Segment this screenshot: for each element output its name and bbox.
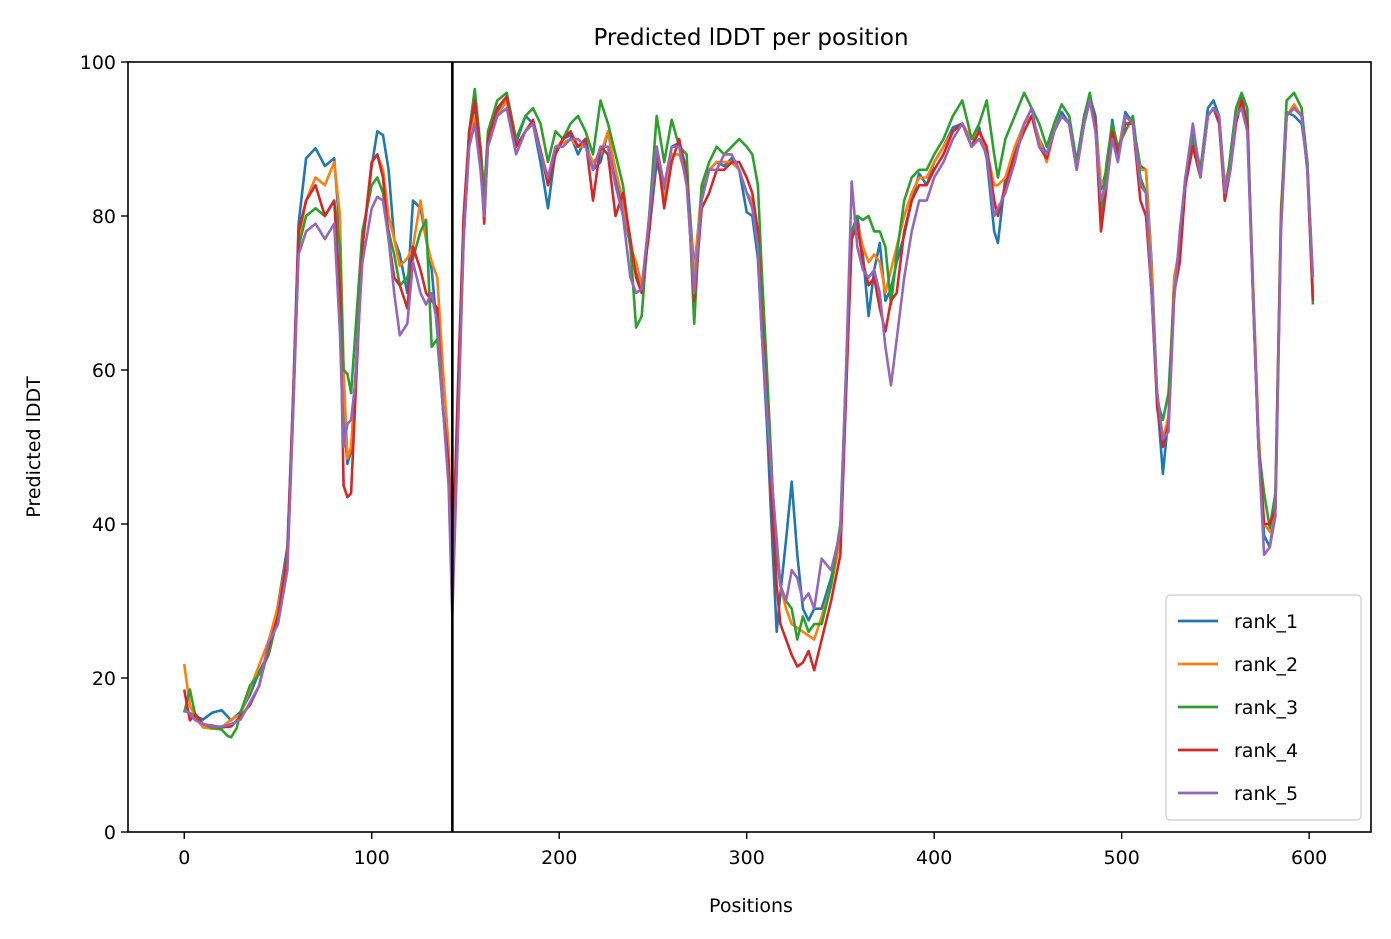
y-tick-label: 40 — [92, 514, 116, 536]
legend-label-rank_2: rank_2 — [1234, 654, 1298, 676]
plot-area: 0 100 200 300 400 500 600 0 20 40 60 80 100 rank_1ran… — [80, 52, 1372, 869]
legend-label-rank_4: rank_4 — [1234, 740, 1298, 762]
x-tick-label: 100 — [354, 847, 390, 869]
y-tick-label: 60 — [92, 360, 116, 382]
y-tick-label: 20 — [92, 668, 116, 690]
axes-frame — [127, 61, 1372, 833]
x-axis-label: Positions — [709, 895, 793, 917]
y-tick-label: 100 — [80, 52, 116, 74]
y-axis-label: Predicted lDDT — [23, 376, 45, 518]
series-line-rank_3 — [182, 87, 1315, 739]
legend-label-rank_1: rank_1 — [1234, 611, 1298, 633]
x-tick-label: 500 — [1104, 847, 1140, 869]
y-tick-label: 80 — [92, 206, 116, 228]
x-tick-label: 200 — [541, 847, 577, 869]
x-tick-label: 600 — [1291, 847, 1327, 869]
chart-title: Predicted lDDT per position — [593, 25, 908, 51]
legend-label-rank_3: rank_3 — [1234, 697, 1298, 719]
legend-box — [1165, 594, 1362, 821]
legend-label-rank_5: rank_5 — [1234, 783, 1298, 805]
y-tick-label: 0 — [104, 822, 116, 844]
x-tick-label: 300 — [729, 847, 765, 869]
x-tick-label: 400 — [916, 847, 952, 869]
x-tick-label: 0 — [178, 847, 190, 869]
series-line-rank_5 — [183, 99, 1315, 728]
